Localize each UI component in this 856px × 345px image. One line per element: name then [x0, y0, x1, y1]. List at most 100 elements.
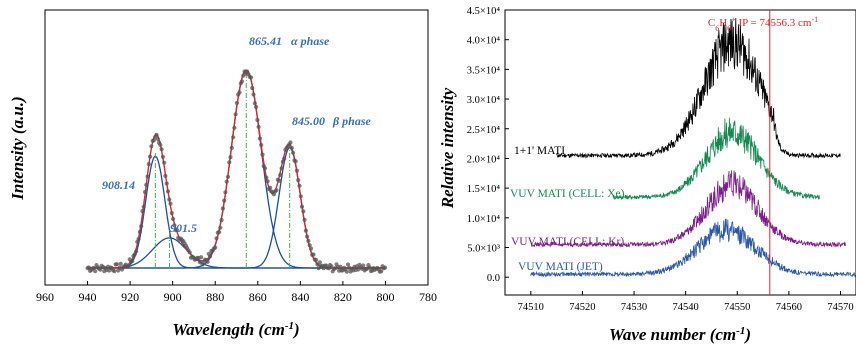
data-point — [220, 206, 225, 211]
data-point — [291, 150, 296, 155]
data-point — [255, 117, 260, 123]
data-point — [154, 132, 159, 137]
data-point — [294, 168, 299, 173]
data-point — [148, 154, 153, 159]
data-point — [228, 155, 233, 160]
data-point — [187, 250, 192, 255]
data-point — [214, 236, 219, 241]
data-point — [163, 173, 168, 178]
data-point — [262, 166, 268, 171]
data-point — [225, 174, 231, 179]
right-y-tick-label: 4.0×10⁴ — [467, 36, 501, 47]
data-point — [174, 227, 179, 233]
left-x-tick-label: 960 — [36, 290, 54, 304]
right-y-tick-label: 1.5×10⁴ — [467, 184, 501, 195]
data-point — [158, 142, 163, 147]
data-point — [237, 90, 242, 95]
series-label-jet: VUV MATI (JET) — [518, 261, 603, 273]
data-point — [171, 216, 176, 222]
right-x-tick-label: 74560 — [776, 302, 802, 313]
series-line-3 — [530, 170, 846, 248]
data-point — [344, 269, 349, 274]
data-point — [141, 204, 146, 209]
series-label-mati: 1+1' MATI — [514, 145, 565, 157]
data-point — [282, 156, 287, 161]
data-point — [118, 261, 123, 266]
data-point — [160, 154, 165, 159]
label-beta-phase: β phase — [332, 114, 371, 128]
left-x-tick-label: 800 — [376, 290, 394, 304]
component-peak-3 — [87, 69, 386, 269]
left-y-axis-label: Intensity (a.u.) — [8, 96, 27, 200]
data-point — [142, 189, 148, 195]
data-point — [98, 267, 103, 272]
data-point — [162, 160, 167, 165]
data-point — [139, 224, 144, 229]
data-point — [168, 201, 173, 206]
data-point — [199, 255, 204, 260]
data-point — [317, 260, 322, 265]
data-point — [289, 145, 294, 150]
right-series — [530, 18, 856, 278]
data-point — [151, 138, 156, 143]
left-x-axis-label: Wavelength (cm-1) — [172, 320, 299, 339]
data-point — [205, 259, 210, 264]
left-x-tick-label: 860 — [249, 290, 267, 304]
data-point — [306, 238, 311, 243]
data-point — [329, 264, 334, 269]
data-point — [91, 265, 96, 271]
data-point — [227, 160, 232, 165]
right-x-tick-label: 74530 — [621, 302, 647, 313]
data-point — [314, 257, 319, 263]
right-x-ticks: 74510 74520 74530 74540 74550 74560 74570 — [518, 291, 854, 313]
left-x-tick-label: 920 — [121, 290, 139, 304]
data-point — [169, 211, 174, 216]
data-point — [382, 265, 388, 270]
data-point — [264, 175, 269, 180]
data-point — [288, 140, 293, 145]
right-x-tick-label: 74540 — [673, 302, 699, 313]
data-point — [165, 189, 171, 194]
data-point — [134, 249, 139, 254]
left-data-points — [85, 69, 388, 274]
data-point — [257, 136, 262, 141]
data-point — [293, 159, 298, 164]
left-x-tick-label: 880 — [206, 290, 224, 304]
data-point — [298, 194, 303, 199]
data-point — [308, 246, 314, 251]
right-y-tick-label: 3.5×10⁴ — [467, 65, 501, 76]
label-865: 865.41 — [249, 34, 282, 48]
data-point — [136, 236, 141, 242]
series-label-kr: VUV MATI (CELL: Kr) — [511, 236, 624, 248]
right-y-tick-label: 1.0×10⁴ — [467, 214, 501, 225]
data-point — [311, 252, 316, 257]
data-point — [307, 243, 312, 248]
data-point — [93, 269, 98, 274]
data-point — [224, 179, 229, 184]
data-point — [213, 245, 218, 250]
right-x-tick-label: 74520 — [569, 302, 595, 313]
data-point — [126, 264, 131, 269]
data-point — [223, 190, 228, 195]
data-point — [256, 124, 261, 129]
data-point — [114, 262, 119, 267]
left-x-tick-label: 780 — [419, 290, 437, 304]
right-y-tick-label: 3.0×10⁴ — [467, 95, 501, 106]
left-x-ticks: 960 940 920 900 880 860 840 820 800 780 — [36, 281, 437, 304]
series-line-4 — [530, 218, 856, 278]
data-point — [159, 147, 164, 152]
data-point — [296, 178, 301, 183]
data-point — [112, 269, 117, 274]
data-point — [265, 179, 270, 184]
data-point — [299, 204, 305, 209]
series-line-1 — [556, 18, 841, 159]
data-point — [250, 85, 255, 91]
label-901: 901.5 — [170, 221, 197, 235]
data-point — [251, 92, 256, 97]
left-series — [87, 69, 386, 269]
data-point — [278, 172, 283, 178]
left-x-tick-label: 840 — [291, 290, 309, 304]
left-x-tick-label: 900 — [164, 290, 182, 304]
data-point — [144, 182, 149, 187]
data-point — [338, 264, 343, 269]
